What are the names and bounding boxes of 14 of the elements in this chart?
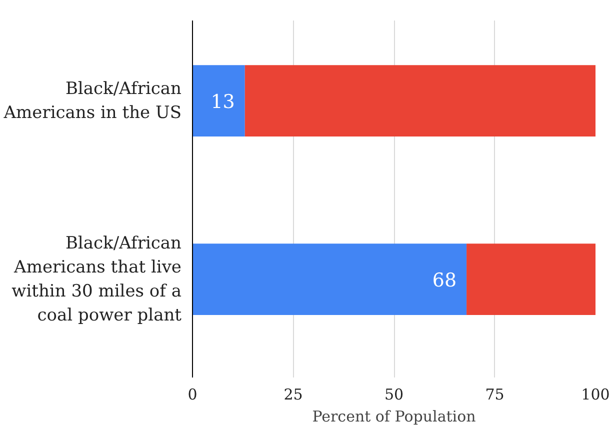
bar xyxy=(192,65,245,137)
x-tick-label: 75 xyxy=(485,386,504,404)
x-axis-title: Percent of Population xyxy=(312,408,476,426)
x-tick-label: 0 xyxy=(188,386,198,404)
data-label: 68 xyxy=(432,269,457,292)
data-label: 13 xyxy=(210,90,235,113)
x-tick-label: 50 xyxy=(384,386,404,404)
y-tick-label: Black/African Americans that live within 30 miles of a coal power plant xyxy=(12,233,182,326)
y-tick-label: Black/African Americans in the US xyxy=(2,78,182,123)
bar xyxy=(192,244,467,316)
bar xyxy=(244,65,596,137)
x-tick-label: 100 xyxy=(581,386,610,404)
bar xyxy=(466,244,596,316)
x-tick-label: 25 xyxy=(284,386,303,404)
